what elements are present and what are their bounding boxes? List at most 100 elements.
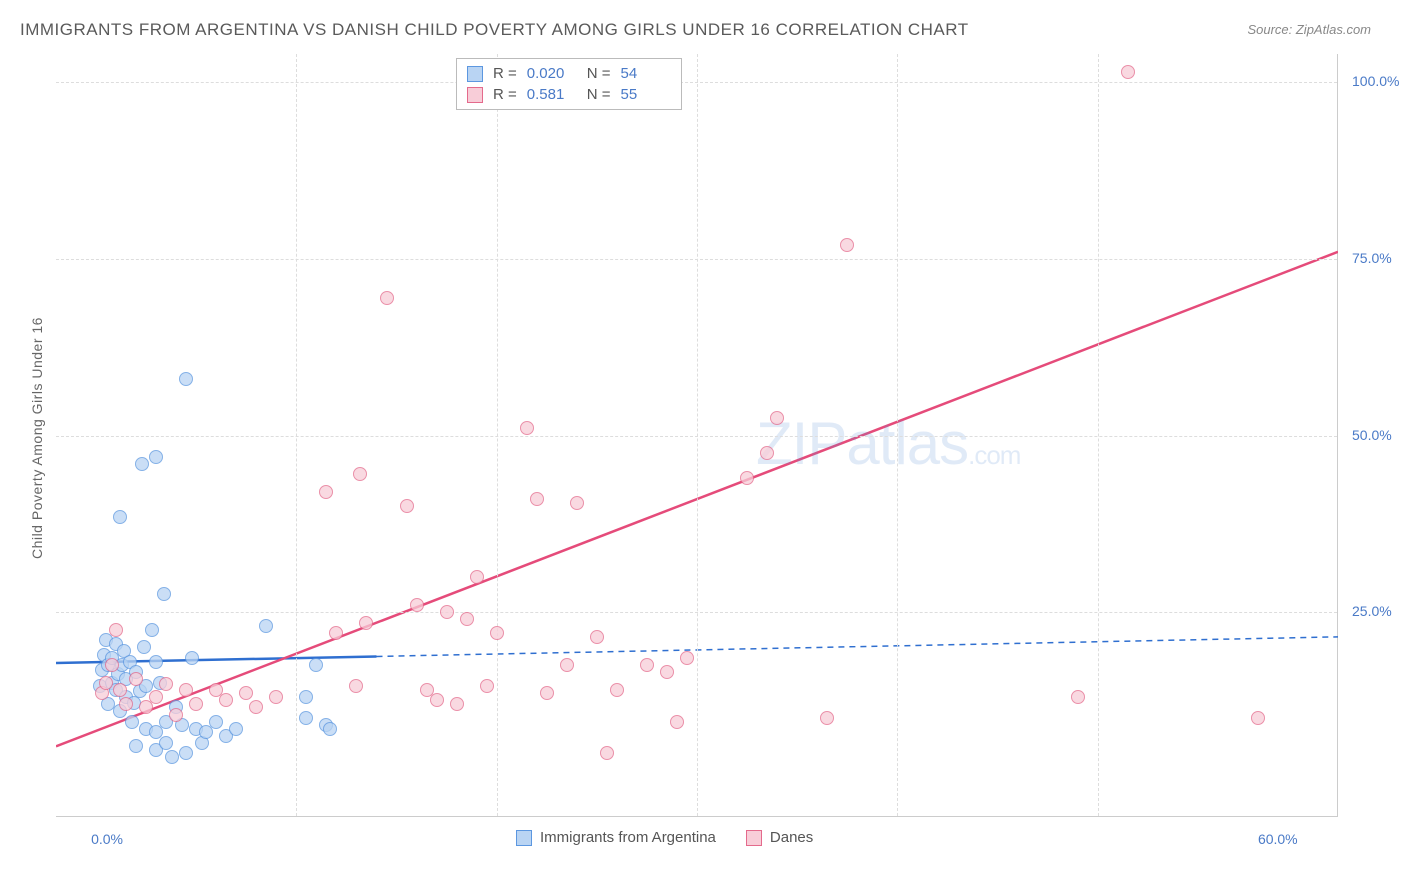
stats-legend-box: R = 0.020 N = 54 R = 0.581 N = 55 <box>456 58 682 110</box>
scatter-point-danes <box>770 411 784 425</box>
scatter-point-argentina <box>157 587 171 601</box>
scatter-point-argentina <box>165 750 179 764</box>
scatter-point-danes <box>319 485 333 499</box>
scatter-point-danes <box>1121 65 1135 79</box>
stats-row-danes: R = 0.581 N = 55 <box>467 84 671 105</box>
scatter-point-danes <box>570 496 584 510</box>
scatter-point-argentina <box>159 736 173 750</box>
scatter-point-danes <box>99 676 113 690</box>
stats-n-value: 55 <box>621 86 671 103</box>
scatter-point-danes <box>450 697 464 711</box>
scatter-point-danes <box>680 651 694 665</box>
legend-label: Danes <box>770 829 813 846</box>
scatter-point-danes <box>560 658 574 672</box>
scatter-point-danes <box>520 421 534 435</box>
stats-n-label: N = <box>587 65 611 82</box>
scatter-point-argentina <box>179 746 193 760</box>
stats-swatch-argentina <box>467 66 483 82</box>
scatter-point-danes <box>105 658 119 672</box>
scatter-point-danes <box>119 697 133 711</box>
scatter-point-danes <box>109 623 123 637</box>
y-tick-label: 75.0% <box>1352 250 1392 266</box>
scatter-point-danes <box>640 658 654 672</box>
stats-swatch-danes <box>467 87 483 103</box>
scatter-point-argentina <box>135 457 149 471</box>
scatter-point-danes <box>410 598 424 612</box>
stats-r-value: 0.020 <box>527 65 577 82</box>
scatter-point-argentina <box>137 640 151 654</box>
chart-container: IMMIGRANTS FROM ARGENTINA VS DANISH CHIL… <box>0 0 1406 892</box>
y-tick-label: 50.0% <box>1352 427 1392 443</box>
scatter-point-danes <box>610 683 624 697</box>
y-axis-label: Child Poverty Among Girls Under 16 <box>29 313 45 563</box>
scatter-point-danes <box>840 238 854 252</box>
scatter-point-danes <box>460 612 474 626</box>
gridline-vertical <box>1098 54 1099 816</box>
gridline-vertical <box>497 54 498 816</box>
scatter-point-argentina <box>199 725 213 739</box>
scatter-point-argentina <box>229 722 243 736</box>
gridline-vertical <box>897 54 898 816</box>
scatter-point-argentina <box>259 619 273 633</box>
scatter-point-danes <box>349 679 363 693</box>
scatter-point-argentina <box>145 623 159 637</box>
scatter-point-argentina <box>149 450 163 464</box>
plot-area: ZIPatlas.com <box>56 54 1338 817</box>
watermark: ZIPatlas.com <box>756 409 1020 478</box>
scatter-point-danes <box>179 683 193 697</box>
scatter-point-danes <box>530 492 544 506</box>
scatter-point-danes <box>189 697 203 711</box>
scatter-point-danes <box>139 700 153 714</box>
scatter-point-danes <box>490 626 504 640</box>
stats-n-value: 54 <box>621 65 671 82</box>
gridline-vertical <box>296 54 297 816</box>
scatter-point-danes <box>380 291 394 305</box>
scatter-point-danes <box>159 677 173 691</box>
scatter-point-danes <box>113 683 127 697</box>
scatter-point-argentina <box>309 658 323 672</box>
scatter-point-argentina <box>179 372 193 386</box>
legend-label: Immigrants from Argentina <box>540 829 716 846</box>
scatter-point-argentina <box>299 690 313 704</box>
scatter-point-argentina <box>299 711 313 725</box>
scatter-point-danes <box>670 715 684 729</box>
scatter-point-argentina <box>113 510 127 524</box>
scatter-point-argentina <box>323 722 337 736</box>
legend-item: Danes <box>746 829 813 846</box>
scatter-point-danes <box>590 630 604 644</box>
chart-title: IMMIGRANTS FROM ARGENTINA VS DANISH CHIL… <box>20 20 969 40</box>
stats-r-value: 0.581 <box>527 86 577 103</box>
y-tick-label: 25.0% <box>1352 603 1392 619</box>
scatter-point-danes <box>269 690 283 704</box>
scatter-point-danes <box>329 626 343 640</box>
scatter-point-danes <box>219 693 233 707</box>
source-attribution: Source: ZipAtlas.com <box>1247 22 1371 37</box>
stats-n-label: N = <box>587 86 611 103</box>
scatter-point-danes <box>239 686 253 700</box>
legend-swatch <box>746 830 762 846</box>
scatter-point-argentina <box>125 715 139 729</box>
scatter-point-danes <box>660 665 674 679</box>
series-legend: Immigrants from Argentina Danes <box>516 829 813 846</box>
y-tick-label: 100.0% <box>1352 73 1399 89</box>
scatter-point-argentina <box>149 655 163 669</box>
legend-item: Immigrants from Argentina <box>516 829 716 846</box>
scatter-point-danes <box>1251 711 1265 725</box>
scatter-point-danes <box>1071 690 1085 704</box>
stats-r-label: R = <box>493 86 517 103</box>
legend-swatch <box>516 830 532 846</box>
scatter-point-danes <box>820 711 834 725</box>
scatter-point-danes <box>149 690 163 704</box>
scatter-point-danes <box>129 672 143 686</box>
scatter-point-argentina <box>129 739 143 753</box>
scatter-point-danes <box>440 605 454 619</box>
scatter-point-danes <box>353 467 367 481</box>
gridline-vertical <box>697 54 698 816</box>
scatter-point-danes <box>249 700 263 714</box>
stats-r-label: R = <box>493 65 517 82</box>
scatter-point-danes <box>470 570 484 584</box>
scatter-point-danes <box>600 746 614 760</box>
scatter-point-danes <box>480 679 494 693</box>
scatter-point-danes <box>740 471 754 485</box>
scatter-point-danes <box>359 616 373 630</box>
